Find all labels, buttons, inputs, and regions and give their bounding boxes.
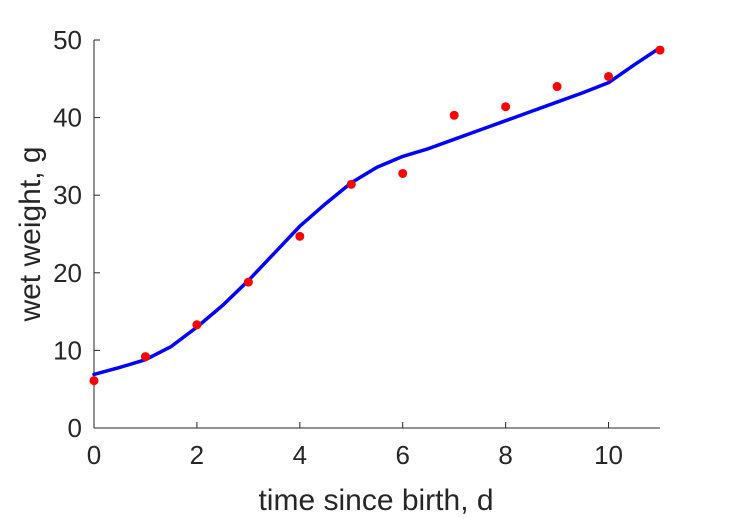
y-tick-label: 0 xyxy=(68,413,82,443)
data-points-layer xyxy=(89,45,665,386)
data-point xyxy=(655,45,665,55)
data-point xyxy=(243,277,253,287)
data-point xyxy=(501,102,511,112)
y-axis-label: wet weight, g xyxy=(14,146,47,322)
x-tick-label: 0 xyxy=(87,440,101,470)
fit-curve-layer xyxy=(92,46,662,377)
y-tick-label: 20 xyxy=(53,258,82,288)
ticks: 0 2 4 6 8 10 0 10 20 30 40 50 xyxy=(53,25,623,470)
y-tick-label: 40 xyxy=(53,103,82,133)
x-tick-label: 10 xyxy=(594,440,623,470)
data-point xyxy=(140,352,150,362)
data-point xyxy=(552,82,562,92)
data-point xyxy=(89,376,99,386)
data-point xyxy=(346,179,356,189)
data-point xyxy=(449,110,459,120)
data-point xyxy=(398,168,408,178)
x-axis-label: time since birth, d xyxy=(258,484,493,517)
x-tick-label: 4 xyxy=(293,440,307,470)
fit-curve-line xyxy=(92,46,662,377)
data-point xyxy=(192,320,202,330)
x-tick-label: 8 xyxy=(498,440,512,470)
y-tick-label: 50 xyxy=(53,25,82,55)
x-tick-label: 2 xyxy=(190,440,204,470)
data-point xyxy=(604,71,614,81)
x-tick-label: 6 xyxy=(395,440,409,470)
y-tick-label: 30 xyxy=(53,180,82,210)
y-tick-label: 10 xyxy=(53,335,82,365)
data-point xyxy=(295,231,305,241)
axes xyxy=(93,40,660,429)
